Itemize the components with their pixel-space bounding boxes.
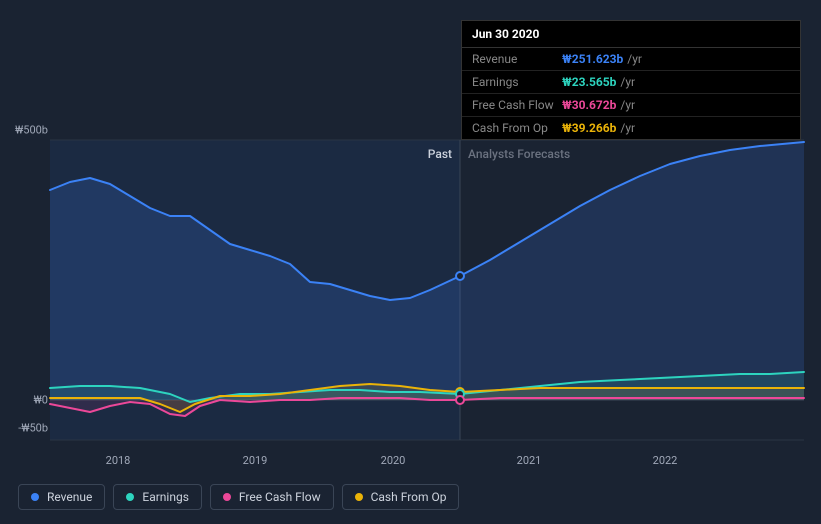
legend: Revenue Earnings Free Cash Flow Cash From O… <box>18 484 459 510</box>
legend-item[interactable]: Cash From Op <box>342 484 460 510</box>
tooltip-row-label: Cash From Op <box>472 121 562 135</box>
hover-tooltip: Jun 30 2020 Revenue₩251.623b/yrEarnings₩… <box>461 20 801 140</box>
tooltip-row-suffix: /yr <box>620 75 635 89</box>
legend-label: Free Cash Flow <box>239 490 321 504</box>
legend-item[interactable]: Free Cash Flow <box>210 484 334 510</box>
tooltip-row-label: Earnings <box>472 75 562 89</box>
tooltip-row-label: Free Cash Flow <box>472 98 562 112</box>
legend-dot <box>126 493 134 501</box>
tooltip-date: Jun 30 2020 <box>462 21 800 48</box>
tooltip-row-label: Revenue <box>472 52 562 66</box>
tooltip-row-value: ₩30.672b <box>562 98 616 112</box>
x-axis-label: 2022 <box>653 454 678 467</box>
x-axis-label: 2021 <box>517 454 542 467</box>
financials-chart: ₩500b ₩0 -₩50b 2018 2019 2020 2021 2022 Past A… <box>0 0 821 524</box>
legend-dot <box>355 493 363 501</box>
tooltip-row: Free Cash Flow₩30.672b/yr <box>462 94 800 117</box>
legend-item[interactable]: Earnings <box>113 484 202 510</box>
legend-label: Cash From Op <box>371 490 447 504</box>
forecast-label: Analysts Forecasts <box>468 147 570 161</box>
x-axis-label: 2018 <box>106 454 131 467</box>
legend-item[interactable]: Revenue <box>18 484 105 510</box>
legend-dot <box>223 493 231 501</box>
legend-dot <box>31 493 39 501</box>
x-axis-label: 2020 <box>381 454 406 467</box>
x-axis-label: 2019 <box>243 454 268 467</box>
legend-label: Earnings <box>142 490 189 504</box>
tooltip-row: Revenue₩251.623b/yr <box>462 48 800 71</box>
tooltip-row-value: ₩39.266b <box>562 121 616 135</box>
y-axis-label: -₩50b <box>18 422 48 435</box>
tooltip-row-value: ₩251.623b <box>562 52 623 66</box>
tooltip-row: Earnings₩23.565b/yr <box>462 71 800 94</box>
tooltip-row: Cash From Op₩39.266b/yr <box>462 117 800 139</box>
legend-label: Revenue <box>47 490 92 504</box>
y-axis-label: ₩0 <box>34 394 48 407</box>
tooltip-row-suffix: /yr <box>627 52 642 66</box>
tooltip-row-value: ₩23.565b <box>562 75 616 89</box>
tooltip-row-suffix: /yr <box>620 121 635 135</box>
y-axis-label: ₩500b <box>15 124 48 137</box>
past-label: Past <box>428 147 452 161</box>
tooltip-row-suffix: /yr <box>620 98 635 112</box>
